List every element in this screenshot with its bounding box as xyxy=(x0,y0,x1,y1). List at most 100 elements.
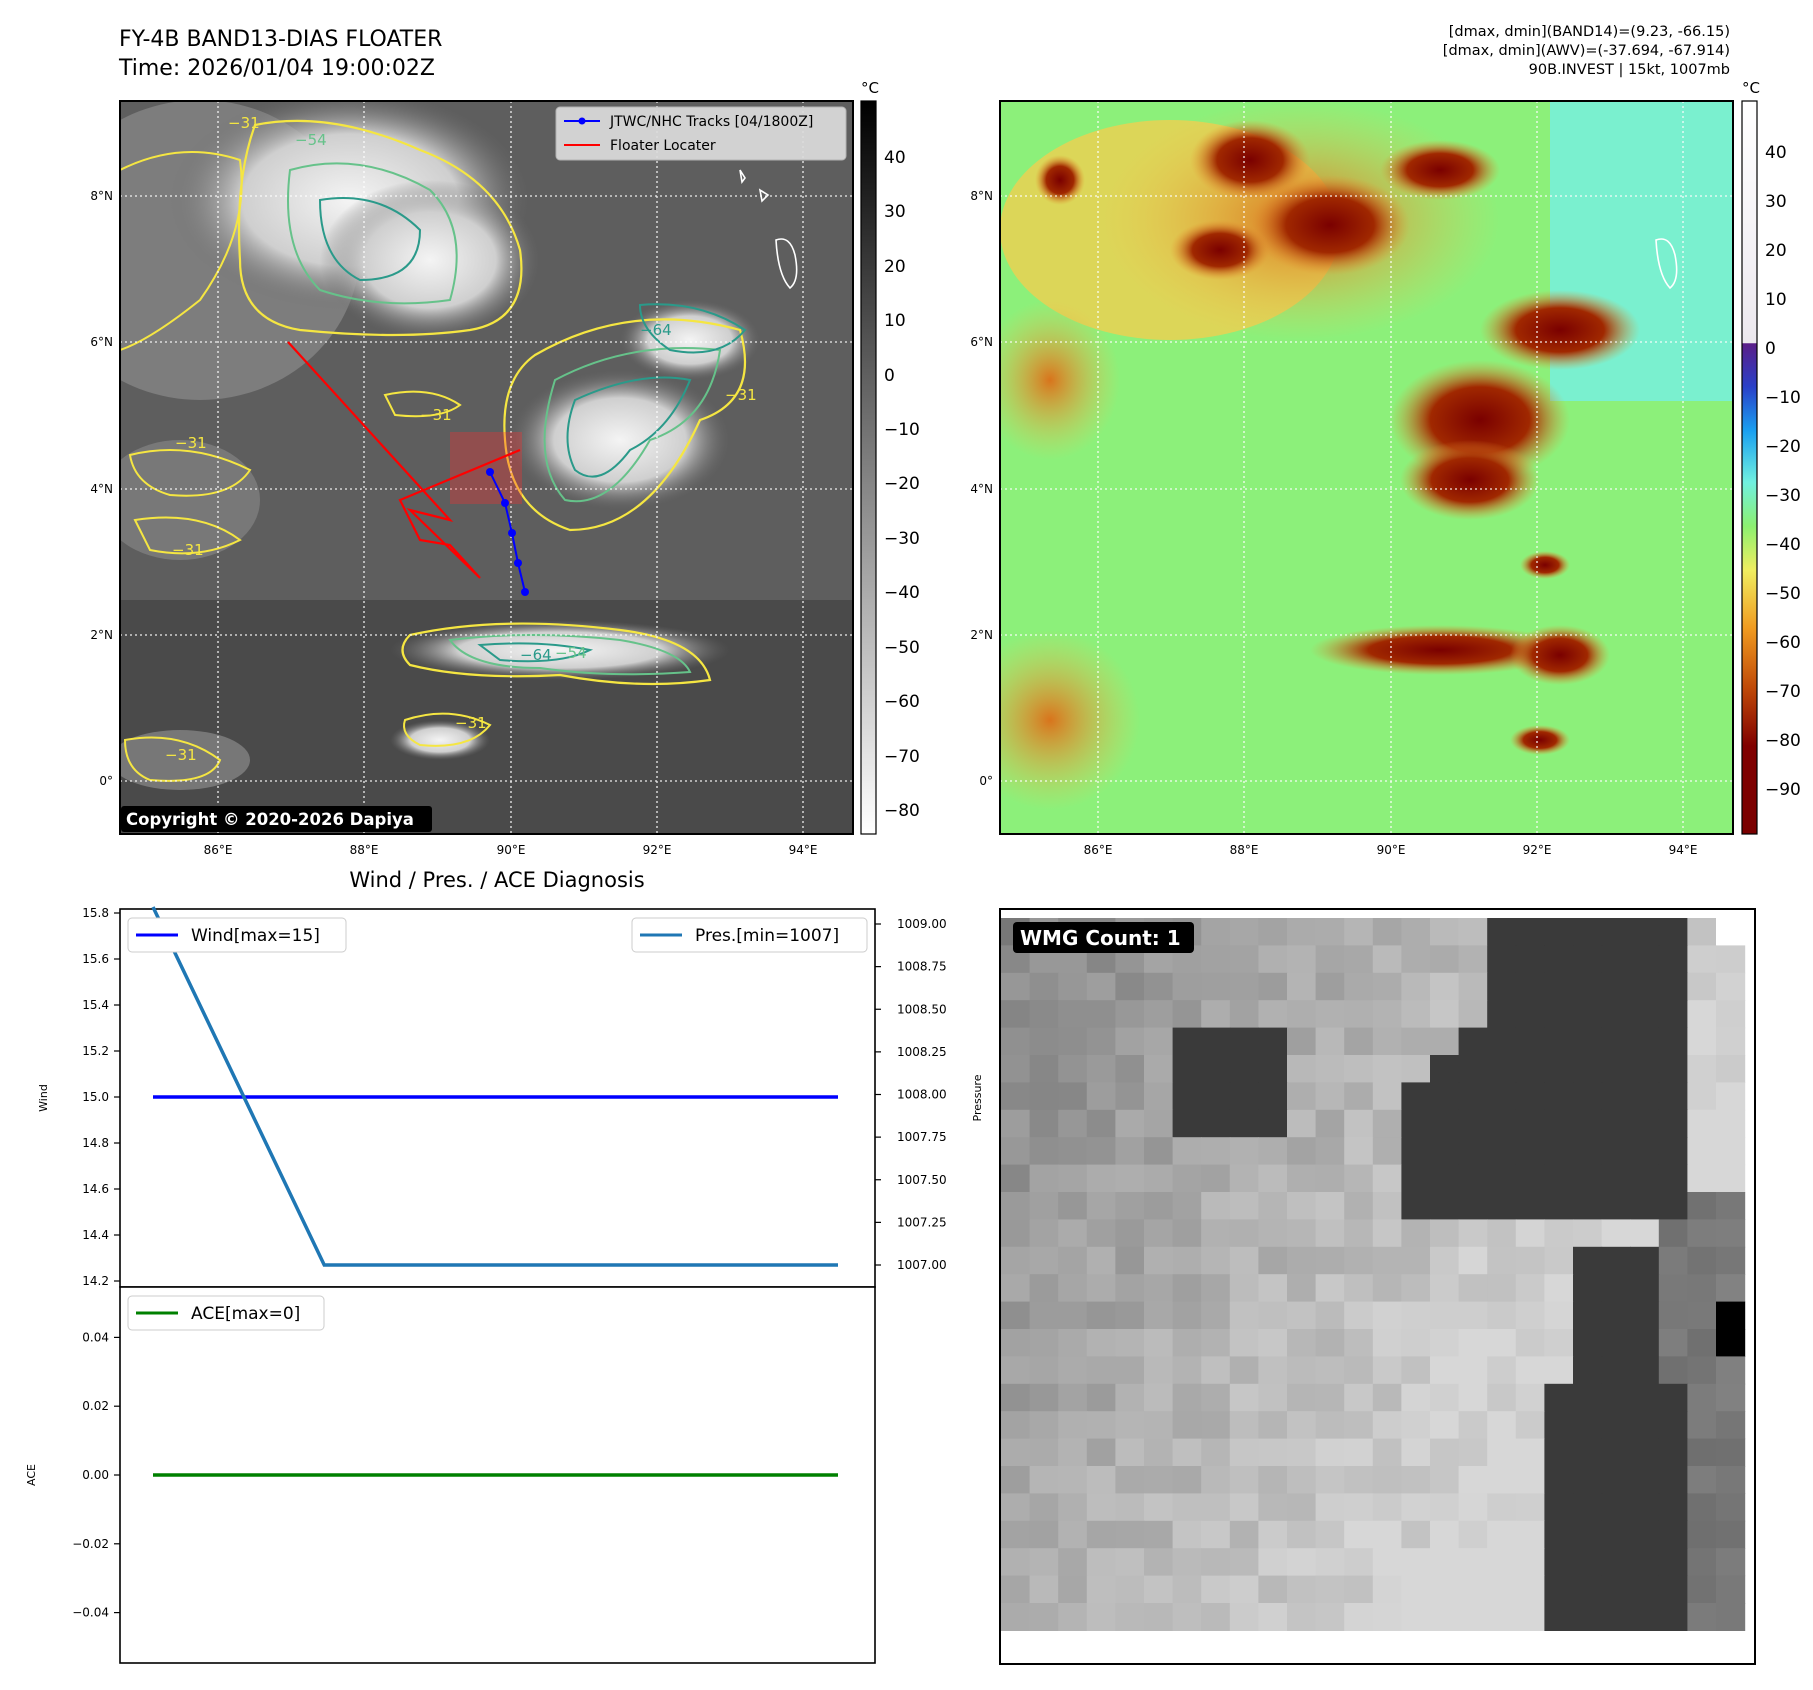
wmg-cell xyxy=(1430,972,1460,1001)
wmg-cell xyxy=(1287,1000,1317,1029)
colorbar-tick: −90 xyxy=(1765,780,1801,800)
wmg-cell xyxy=(1430,1055,1460,1083)
wmg-cell xyxy=(1372,945,1402,974)
wmg-cell xyxy=(1287,1301,1317,1330)
wmg-cell xyxy=(1201,1109,1231,1138)
wmg-cell xyxy=(1372,1466,1402,1494)
wmg-cell xyxy=(1630,945,1660,974)
wmg-cell xyxy=(1544,945,1574,974)
wmg-cell xyxy=(1315,1466,1345,1494)
wmg-cell xyxy=(1115,1137,1145,1166)
wmg-cell xyxy=(1687,1520,1717,1549)
pressure-tick-label: 1007.75 xyxy=(897,1130,947,1144)
wmg-cell xyxy=(1487,1301,1517,1330)
wmg-cell xyxy=(1601,1356,1631,1385)
wmg-cell xyxy=(1315,1438,1345,1467)
wmg-cell xyxy=(1573,1274,1603,1303)
wmg-cell xyxy=(1630,1000,1660,1029)
wmg-cell xyxy=(1487,1575,1517,1604)
wmg-cell xyxy=(1573,1603,1603,1631)
wmg-cell xyxy=(1258,1164,1288,1193)
wmg-cell xyxy=(1630,1027,1660,1056)
wmg-cell xyxy=(1144,1356,1174,1385)
wmg-cell xyxy=(1029,1493,1059,1522)
wmg-cell xyxy=(1630,1301,1660,1330)
wmg-cell xyxy=(1687,1219,1717,1248)
wmg-cell xyxy=(1630,1109,1660,1138)
wmg-cell xyxy=(1001,1192,1031,1220)
wmg-cell xyxy=(1687,1164,1717,1193)
wmg-cell xyxy=(1344,1055,1374,1083)
wmg-cell xyxy=(1258,1466,1288,1494)
wmg-cell xyxy=(1001,1575,1031,1604)
lat-tick: 0° xyxy=(99,774,113,788)
wmg-cell xyxy=(1058,1411,1088,1440)
wmg-cell xyxy=(1658,1329,1688,1357)
wmg-cell xyxy=(1573,1329,1603,1357)
wmg-cell xyxy=(1544,1027,1574,1056)
wmg-cell xyxy=(1058,1520,1088,1549)
wmg-cell xyxy=(1287,918,1317,946)
wmg-cell xyxy=(1716,1411,1746,1440)
wmg-cell xyxy=(1029,1109,1059,1138)
wmg-cell xyxy=(1258,1301,1288,1330)
wmg-cell xyxy=(1458,1383,1488,1412)
wmg-cell xyxy=(1058,1493,1088,1522)
wmg-cell xyxy=(1001,1548,1031,1577)
wind-tick-label: 15.2 xyxy=(82,1044,109,1058)
ace-legend: ACE[max=0] xyxy=(127,1295,325,1331)
wmg-cell xyxy=(1258,972,1288,1001)
wmg-cell xyxy=(1515,1055,1545,1083)
wmg-cell xyxy=(1144,1055,1174,1083)
wmg-cell xyxy=(1001,1164,1031,1193)
wmg-cell xyxy=(1573,1575,1603,1604)
wmg-cell xyxy=(1287,1109,1317,1138)
wmg-cell xyxy=(1430,1164,1460,1193)
pressure-yticks: 1009.00 1008.75 1008.50 1008.25 1008.00 1007.… xyxy=(875,917,947,1272)
wmg-cell xyxy=(1344,1356,1374,1385)
wmg-cell xyxy=(1086,1603,1116,1631)
wmg-cell xyxy=(1058,1438,1088,1467)
wmg-cell xyxy=(1573,1411,1603,1440)
wmg-cell xyxy=(1058,1109,1088,1138)
colorbar-tick: 20 xyxy=(884,257,906,277)
wmg-cell xyxy=(1229,1438,1259,1467)
wmg-cell xyxy=(1029,1137,1059,1166)
wmg-cell xyxy=(1172,1548,1202,1577)
wmg-cell xyxy=(1630,1356,1660,1385)
wmg-cell xyxy=(1086,1000,1116,1029)
ace-tick-label: 0.02 xyxy=(82,1399,109,1413)
wmg-cell xyxy=(1716,1274,1746,1303)
wmg-cell xyxy=(1172,972,1202,1001)
wmg-cell xyxy=(1001,1246,1031,1275)
wmg-cell xyxy=(1687,1356,1717,1385)
wmg-cell xyxy=(1544,1055,1574,1083)
wmg-cell xyxy=(1315,918,1345,946)
wmg-cell xyxy=(1001,1493,1031,1522)
wmg-cell xyxy=(1601,1575,1631,1604)
wmg-cell xyxy=(1601,1219,1631,1248)
wmg-cell xyxy=(1144,1219,1174,1248)
wmg-cell xyxy=(1115,1219,1145,1248)
wmg-cell xyxy=(1630,1383,1660,1412)
wmg-cell xyxy=(1144,1575,1174,1604)
wmg-cell xyxy=(1658,1164,1688,1193)
wmg-cell xyxy=(1430,1548,1460,1577)
wmg-cell xyxy=(1201,1575,1231,1604)
wmg-cell xyxy=(1401,1192,1431,1220)
wmg-cell xyxy=(1058,1274,1088,1303)
wmg-cell xyxy=(1401,1356,1431,1385)
wmg-cell xyxy=(1258,1411,1288,1440)
wmg-cell xyxy=(1687,1603,1717,1631)
wmg-cell xyxy=(1001,1219,1031,1248)
wmg-cell xyxy=(1029,1356,1059,1385)
wmg-cell xyxy=(1201,945,1231,974)
wmg-cell xyxy=(1601,1164,1631,1193)
wmg-cell xyxy=(1544,1603,1574,1631)
wmg-cell xyxy=(1115,1027,1145,1056)
wmg-cell xyxy=(1144,1082,1174,1111)
wmg-cell xyxy=(1287,1466,1317,1494)
wind-tick-label: 15.8 xyxy=(82,906,109,920)
wmg-cell xyxy=(1515,1027,1545,1056)
wmg-cell xyxy=(1144,1383,1174,1412)
